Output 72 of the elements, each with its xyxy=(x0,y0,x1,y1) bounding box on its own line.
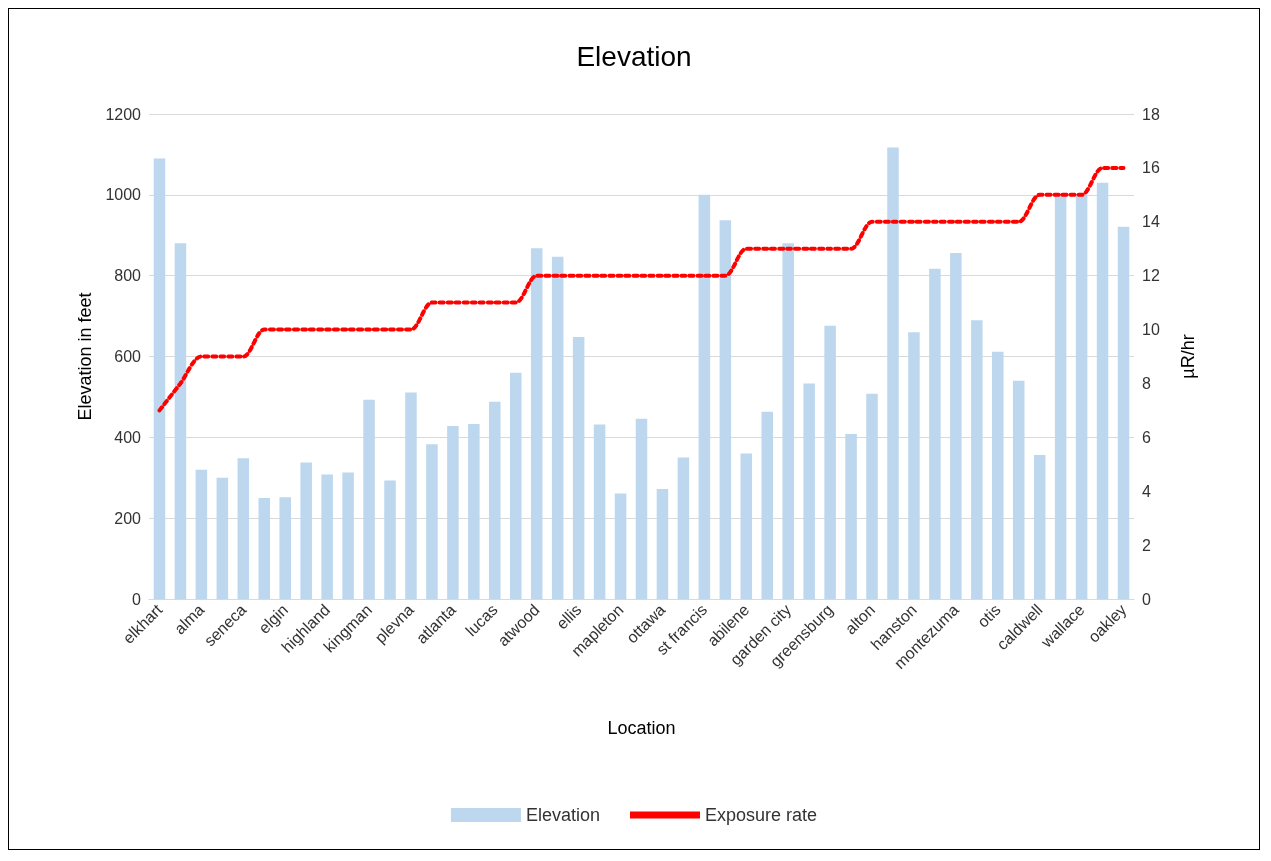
y-tick-label: 1200 xyxy=(105,105,142,123)
y-tick-label: 200 xyxy=(114,509,142,527)
y2-tick-label: 2 xyxy=(1142,536,1151,554)
bar xyxy=(782,243,794,599)
bar xyxy=(614,493,627,599)
chart-title: Elevation xyxy=(576,40,692,72)
bar xyxy=(1096,182,1109,599)
y-axis-title: Elevation in feet xyxy=(75,292,95,421)
bar xyxy=(195,469,208,599)
legend-label: Exposure rate xyxy=(704,805,818,825)
y-tick-label: 1000 xyxy=(105,186,142,204)
bar xyxy=(698,194,711,599)
bar xyxy=(405,392,417,599)
bar xyxy=(1054,194,1067,599)
bar xyxy=(1012,380,1025,599)
bar xyxy=(279,497,291,599)
bar xyxy=(971,320,983,599)
bar xyxy=(908,332,920,599)
bar xyxy=(447,426,459,599)
bar xyxy=(593,424,606,599)
bar xyxy=(153,158,166,599)
bar xyxy=(950,253,962,599)
bar xyxy=(572,337,585,599)
bar xyxy=(342,472,354,599)
bar xyxy=(1075,194,1088,599)
bar xyxy=(509,372,522,599)
bar xyxy=(468,424,480,599)
y2-tick-label: 0 xyxy=(1142,590,1151,608)
bar xyxy=(489,401,501,599)
bar xyxy=(426,444,438,599)
y-tick-label: 0 xyxy=(132,590,142,608)
y2-tick-label: 6 xyxy=(1142,428,1151,446)
bar xyxy=(321,474,333,599)
y-tick-label: 600 xyxy=(114,348,142,365)
bar xyxy=(174,243,187,599)
bar xyxy=(677,457,690,599)
y-tick-label: 400 xyxy=(114,428,142,446)
bar xyxy=(635,418,648,599)
bar xyxy=(551,256,564,599)
bar xyxy=(719,220,732,599)
y2-tick-label: 4 xyxy=(1142,482,1151,500)
bar xyxy=(656,489,669,599)
bar xyxy=(803,383,815,599)
x-tick-label: otis xyxy=(974,600,1004,631)
bar xyxy=(761,411,774,599)
bar xyxy=(258,497,271,599)
bar xyxy=(1033,455,1046,599)
y2-tick-label: 8 xyxy=(1142,374,1151,392)
y2-tick-label: 12 xyxy=(1142,267,1160,285)
bar xyxy=(866,393,878,599)
bar xyxy=(824,325,836,599)
bar xyxy=(363,399,375,599)
bar xyxy=(216,477,229,599)
bar xyxy=(1117,226,1130,599)
legend-label: Elevation xyxy=(525,805,601,825)
bar xyxy=(384,480,396,599)
y2-tick-label: 16 xyxy=(1142,159,1160,177)
bar xyxy=(300,462,312,599)
y2-tick-label: 10 xyxy=(1142,321,1160,339)
y2-tick-label: 14 xyxy=(1142,213,1160,231)
bar xyxy=(992,351,1004,599)
y2-axis-title: µR/hr xyxy=(1178,334,1198,379)
bar xyxy=(929,268,941,599)
bar xyxy=(887,147,899,599)
y-tick-label: 800 xyxy=(114,267,142,285)
x-axis-title: Location xyxy=(607,718,676,738)
bar xyxy=(237,458,250,599)
bar xyxy=(530,248,543,599)
line-series xyxy=(157,165,1126,413)
y2-tick-label: 18 xyxy=(1142,105,1160,123)
bar xyxy=(740,453,753,599)
bar xyxy=(845,434,857,599)
